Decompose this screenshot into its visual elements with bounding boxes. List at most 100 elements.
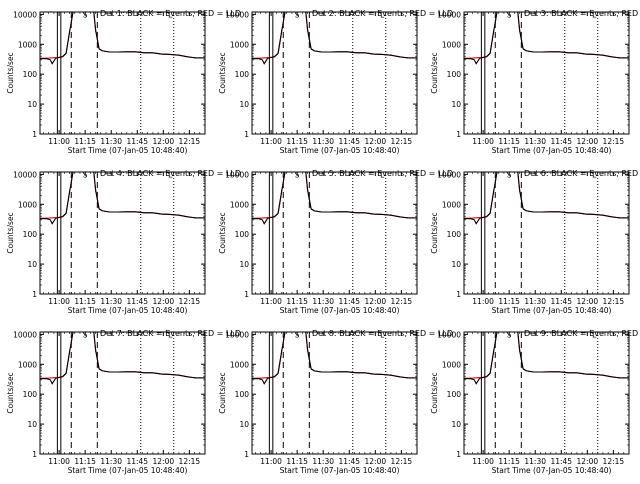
- y-tick-label: 1000: [442, 40, 461, 49]
- y-tick-label: 1000: [230, 360, 249, 369]
- annotation-L: L: [380, 170, 385, 179]
- x-tick-label: 11:30: [524, 137, 546, 146]
- series-line-events: [40, 11, 205, 65]
- annotation-L: L: [380, 10, 385, 19]
- y-tick-label: 1: [456, 290, 461, 299]
- y-tick-label: 1: [32, 290, 37, 299]
- x-tick-label: 11:00: [48, 457, 70, 466]
- x-tick-label: 12:00: [365, 137, 387, 146]
- chart-panel-det-7: Det 7: BLACK = Events, RED = LLD Counts/s…: [6, 329, 241, 475]
- chart-title: Det 5: BLACK = Events, RED = LLD: [312, 169, 453, 178]
- series-line-events: [464, 171, 629, 225]
- y-tick-label: 1: [456, 130, 461, 139]
- y-axis-label: Counts/sec: [430, 52, 439, 93]
- y-tick-label: 1000: [230, 40, 249, 49]
- annotation-S: S: [295, 170, 300, 179]
- y-tick-label: 10: [239, 260, 249, 269]
- x-tick-label: 11:15: [286, 457, 308, 466]
- x-tick-label: 11:45: [338, 297, 360, 306]
- chart-panel-det-4: Det 4: BLACK = Events, RED = LLD Counts/s…: [6, 169, 241, 315]
- y-tick-label: 10000: [437, 10, 461, 19]
- x-tick-label: 11:15: [74, 137, 96, 146]
- plot-frame: [251, 11, 418, 135]
- y-tick-label: 1: [244, 290, 249, 299]
- y-axis-label: Counts/sec: [430, 212, 439, 253]
- plot-frame: [39, 171, 206, 295]
- x-tick-label: 12:15: [391, 297, 413, 306]
- series-line-events: [252, 331, 417, 385]
- annotation-S: S: [507, 330, 512, 339]
- annotation-S: S: [507, 10, 512, 19]
- annotation-L: L: [592, 10, 597, 19]
- y-tick-label: 100: [235, 230, 250, 239]
- x-tick-label: 11:15: [498, 297, 520, 306]
- x-tick-label: 11:30: [100, 137, 122, 146]
- chart-panel-det-5: Det 5: BLACK = Events, RED = LLD Counts/s…: [218, 169, 453, 315]
- series-line-events: [40, 171, 205, 225]
- annotation-S: S: [507, 170, 512, 179]
- x-tick-label: 11:15: [74, 457, 96, 466]
- annotation-L: L: [592, 330, 597, 339]
- plot-frame: [39, 331, 206, 455]
- x-tick-label: 12:15: [179, 297, 201, 306]
- chart-title: Det 8: BLACK = Events, RED = LLD: [312, 329, 453, 338]
- plot-frame: [463, 331, 630, 455]
- y-tick-label: 100: [447, 390, 462, 399]
- y-tick-label: 1000: [18, 200, 37, 209]
- annotation-S: S: [83, 10, 88, 19]
- y-tick-label: 10000: [13, 10, 37, 19]
- chart-panel-det-6: Det 6: BLACK = Events, RED = LLDCounts/s…: [430, 169, 640, 315]
- y-tick-label: 100: [23, 390, 38, 399]
- x-tick-label: 12:00: [153, 137, 175, 146]
- x-tick-label: 12:15: [179, 457, 201, 466]
- x-tick-label: 11:00: [260, 137, 282, 146]
- y-tick-label: 10000: [225, 10, 249, 19]
- x-tick-label: 11:30: [312, 457, 334, 466]
- y-tick-label: 100: [23, 70, 38, 79]
- x-tick-label: 11:45: [550, 457, 572, 466]
- series-line-events: [252, 171, 417, 225]
- x-axis-label: Start Time (07-Jan-05 10:48:40): [492, 306, 612, 315]
- chart-title: Det 1: BLACK = Events, RED = LLD: [100, 9, 241, 18]
- x-tick-label: 12:00: [577, 297, 599, 306]
- x-tick-label: 11:45: [126, 137, 148, 146]
- y-tick-label: 100: [447, 230, 462, 239]
- y-tick-label: 10000: [225, 170, 249, 179]
- x-tick-label: 12:15: [603, 137, 625, 146]
- x-tick-label: 11:30: [100, 457, 122, 466]
- y-axis-label: Counts/sec: [218, 52, 227, 93]
- x-axis-label: Start Time (07-Jan-05 10:48:40): [492, 146, 612, 155]
- chart-panel-det-3: Det 3: BLACK = Events, RED = LLDCounts/s…: [430, 9, 640, 155]
- chart-panel-det-2: Det 2: BLACK = Events, RED = LLD Counts/s…: [218, 9, 453, 155]
- y-tick-label: 1000: [18, 360, 37, 369]
- x-tick-label: 11:00: [48, 297, 70, 306]
- series-line-events: [40, 331, 205, 385]
- x-axis-label: Start Time (07-Jan-05 10:48:40): [280, 306, 400, 315]
- x-tick-label: 12:00: [153, 297, 175, 306]
- chart-panel-det-1: Det 1: BLACK = Events, RED = LLD Counts/s…: [6, 9, 241, 155]
- chart-panel-det-9: Det 9: BLACK = Events, RED = LLDCounts/s…: [430, 329, 640, 475]
- y-tick-label: 10000: [13, 330, 37, 339]
- y-tick-label: 1000: [230, 200, 249, 209]
- y-tick-label: 100: [235, 70, 250, 79]
- x-tick-label: 12:00: [577, 137, 599, 146]
- x-tick-label: 11:00: [472, 297, 494, 306]
- x-tick-label: 12:15: [603, 297, 625, 306]
- x-tick-label: 11:15: [286, 297, 308, 306]
- y-tick-label: 1000: [442, 360, 461, 369]
- annotation-L: L: [380, 330, 385, 339]
- x-axis-label: Start Time (07-Jan-05 10:48:40): [280, 146, 400, 155]
- annotation-L: L: [168, 170, 173, 179]
- x-tick-label: 12:00: [153, 457, 175, 466]
- x-tick-label: 11:15: [74, 297, 96, 306]
- y-axis-label: Counts/sec: [218, 372, 227, 413]
- x-tick-label: 12:15: [179, 137, 201, 146]
- y-tick-label: 10000: [225, 330, 249, 339]
- annotation-L: L: [168, 10, 173, 19]
- x-tick-label: 11:30: [312, 297, 334, 306]
- y-axis-label: Counts/sec: [218, 212, 227, 253]
- series-line-events: [252, 11, 417, 65]
- x-tick-label: 11:45: [338, 137, 360, 146]
